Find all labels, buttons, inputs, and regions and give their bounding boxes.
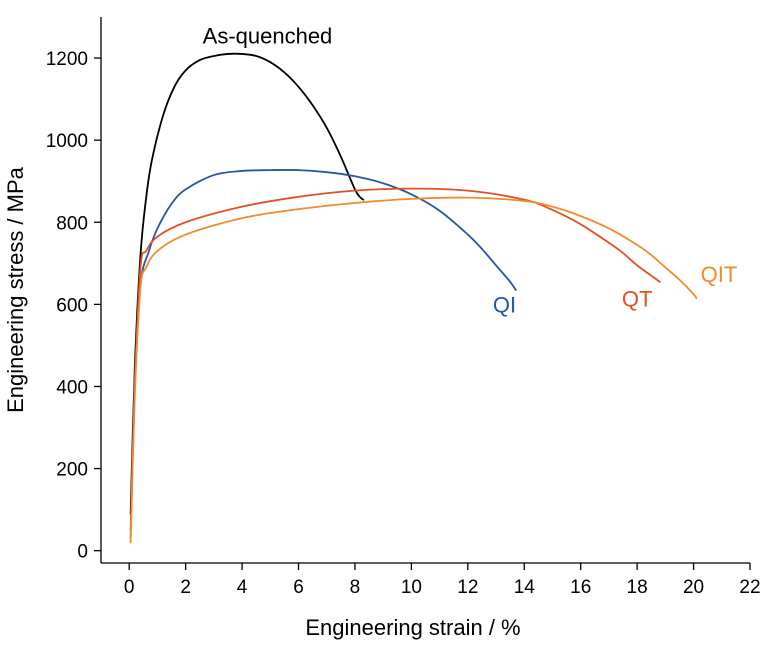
x-tick-label: 16 [570, 577, 591, 598]
x-axis-ticks: 0 2 4 6 8 10 12 14 16 18 20 22 [124, 563, 761, 598]
x-tick-label: 12 [457, 577, 478, 598]
y-axis-label: Engineering stress / MPa [3, 166, 28, 413]
x-tick-label: 0 [124, 577, 135, 598]
y-axis-ticks: 0 200 400 600 800 1000 1200 [46, 49, 101, 563]
series-line-qt [129, 187, 661, 540]
series-lines [129, 52, 698, 544]
series-label-qit: QIT [701, 262, 738, 287]
x-tick-label: 8 [350, 577, 361, 598]
x-tick-label: 22 [739, 577, 760, 598]
series-labels: As-quenched QI QT QIT [203, 24, 738, 318]
x-tick-label: 18 [627, 577, 648, 598]
y-tick-label: 1200 [46, 49, 88, 70]
x-axis-label: Engineering strain / % [305, 615, 520, 640]
x-tick-label: 6 [293, 577, 304, 598]
plot-frame [100, 17, 750, 564]
y-tick-label: 200 [56, 460, 88, 481]
series-line-qi [129, 169, 517, 532]
x-tick-label: 20 [683, 577, 704, 598]
y-tick-label: 600 [56, 295, 88, 316]
x-tick-label: 10 [401, 577, 422, 598]
series-label-qi: QI [493, 293, 516, 318]
y-tick-label: 1000 [46, 131, 88, 152]
series-line-as-quenched [129, 52, 365, 515]
y-tick-label: 0 [77, 542, 88, 563]
x-tick-label: 14 [514, 577, 536, 598]
x-tick-label: 2 [180, 577, 191, 598]
y-tick-label: 800 [56, 213, 88, 234]
series-line-qit [129, 196, 698, 544]
y-tick-label: 400 [56, 377, 88, 398]
x-tick-label: 4 [237, 577, 248, 598]
series-label-qt: QT [622, 286, 653, 311]
series-label-as-quenched: As-quenched [203, 24, 333, 49]
